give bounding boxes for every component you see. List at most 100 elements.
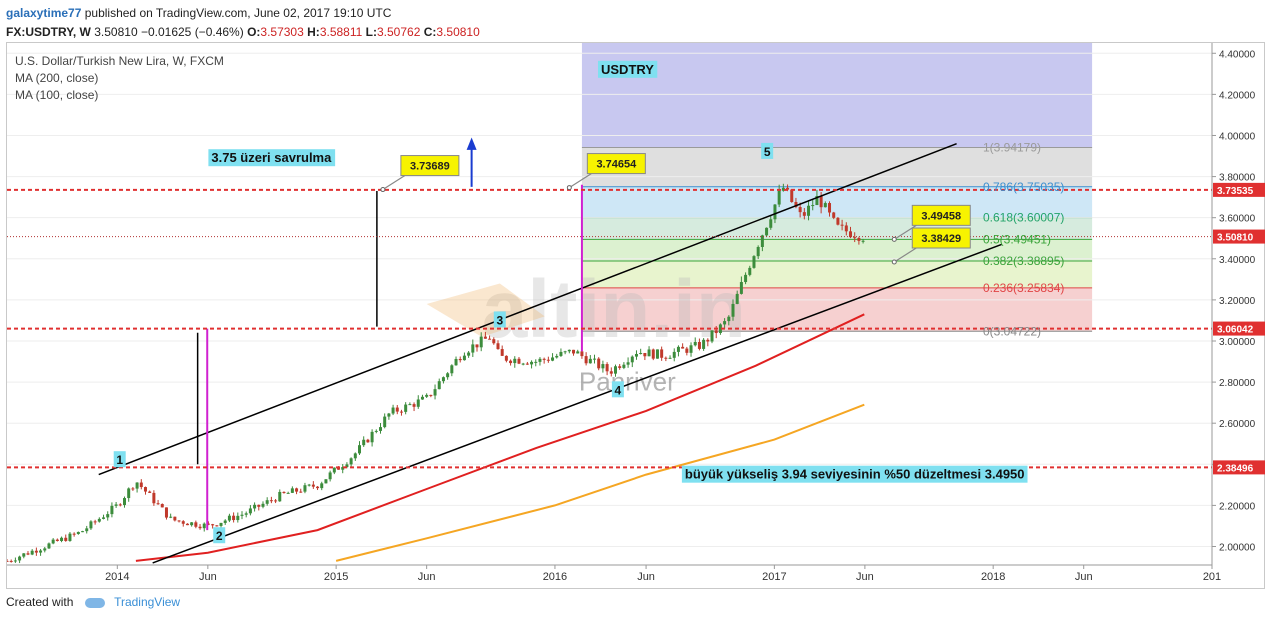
candle-body — [576, 351, 580, 354]
candle-body — [248, 508, 252, 514]
candle-body — [647, 349, 651, 357]
candle-body — [739, 282, 743, 294]
fib-zone — [581, 287, 1093, 332]
candle-body — [198, 526, 202, 529]
candle-body — [756, 246, 760, 257]
candle-body — [18, 556, 22, 561]
candle-body — [320, 483, 324, 489]
y-tick-label: 2.60000 — [1219, 419, 1256, 430]
candle-body — [408, 404, 412, 406]
candle-body — [169, 516, 173, 518]
callout-box — [586, 153, 646, 175]
y-tick-label: 2.20000 — [1219, 501, 1256, 512]
candle-body — [391, 407, 395, 414]
fib-zone — [581, 186, 1093, 218]
candle-body — [857, 238, 861, 241]
candle-body — [542, 358, 546, 360]
candle-body — [555, 355, 559, 358]
candle-body — [668, 357, 672, 359]
published-text: published on TradingView.com, June 02, 2… — [84, 6, 392, 20]
y-tick-label: 4.20000 — [1219, 90, 1256, 101]
candle-body — [538, 358, 542, 362]
tradingview-link[interactable]: TradingView — [114, 595, 181, 609]
price-tag-box — [1213, 182, 1265, 197]
candle-body — [399, 411, 403, 413]
candle-body — [664, 357, 668, 359]
up-arrow-head-icon — [466, 137, 477, 150]
chart-frame[interactable] — [6, 42, 1265, 589]
candle-body — [702, 339, 706, 349]
candle-body — [492, 339, 496, 344]
candle-body — [588, 358, 592, 364]
open-value: 3.57303 — [260, 25, 304, 39]
candle-body — [634, 353, 638, 357]
annotation-text: 3.75 üzeri savrulma — [211, 150, 332, 165]
candle-body — [412, 404, 416, 407]
candle-body — [714, 330, 718, 334]
y-tick-label: 3.80000 — [1219, 173, 1256, 184]
annotation-box — [598, 60, 658, 78]
fib-extension-zone — [581, 43, 1093, 148]
price-chart[interactable]: altin.inPanriver1(3.94179)0.786(3.75035)… — [0, 0, 1270, 590]
price-tag-label: 3.50810 — [1217, 233, 1254, 244]
candle-body — [236, 515, 240, 521]
candle-body — [311, 484, 315, 487]
candle-body — [118, 504, 122, 506]
candle-body — [651, 349, 655, 359]
y-tick-label: 3.20000 — [1219, 296, 1256, 307]
price-tag-label: 2.38496 — [1217, 463, 1254, 474]
candle-body — [114, 504, 118, 506]
candle-body — [51, 539, 55, 544]
candle-body — [366, 439, 370, 443]
publisher-name[interactable]: galaxytime77 — [6, 6, 82, 20]
candle-body — [240, 514, 244, 516]
callout-box — [911, 227, 971, 249]
candle-body — [773, 204, 777, 220]
candle-body — [697, 341, 701, 349]
candle-body — [299, 491, 303, 493]
candle-body — [597, 358, 601, 369]
callout-label: 3.49458 — [921, 210, 961, 222]
candle-body — [769, 219, 773, 228]
candle-body — [265, 500, 269, 504]
candle-body — [504, 355, 508, 361]
candle-body — [760, 235, 764, 247]
candle-body — [521, 363, 525, 365]
candle-body — [383, 416, 387, 428]
candle-body — [429, 394, 433, 396]
candle-body — [177, 520, 181, 522]
candle-body — [81, 531, 85, 533]
fib-level-label: 0.382(3.38895) — [983, 254, 1064, 268]
candle-body — [156, 503, 160, 505]
y-tick-label: 3.40000 — [1219, 255, 1256, 266]
candle-body — [43, 548, 47, 551]
high-value: 3.58811 — [319, 25, 363, 39]
candle-body — [718, 324, 722, 334]
candle-body — [794, 201, 798, 208]
channel-upper-line — [98, 143, 957, 476]
candle-body — [295, 488, 299, 492]
candle-body — [139, 482, 143, 488]
plot-area: altin.inPanriver1(3.94179)0.786(3.75035)… — [7, 43, 1212, 564]
candle-body — [404, 404, 408, 412]
callout-pointer — [569, 173, 592, 189]
wave-label: 2 — [216, 529, 223, 543]
x-tick-label: 2014 — [105, 571, 129, 583]
low-value: 3.50762 — [376, 25, 421, 39]
candle-body — [202, 523, 206, 529]
candle-body — [257, 504, 261, 507]
candle-body — [353, 453, 357, 459]
candle-body — [26, 553, 30, 555]
candle-body — [446, 373, 450, 378]
high-label: H: — [307, 25, 320, 39]
candle-body — [316, 486, 320, 489]
candle-body — [227, 515, 231, 521]
candle-body — [786, 187, 790, 190]
candle-body — [47, 543, 51, 549]
wave-label-box — [213, 527, 226, 544]
wave-label-box — [761, 142, 774, 159]
y-tick-label: 3.00000 — [1219, 337, 1256, 348]
candle-body — [593, 358, 597, 360]
candle-body — [815, 195, 819, 206]
x-tick-label: Jun — [856, 571, 874, 583]
